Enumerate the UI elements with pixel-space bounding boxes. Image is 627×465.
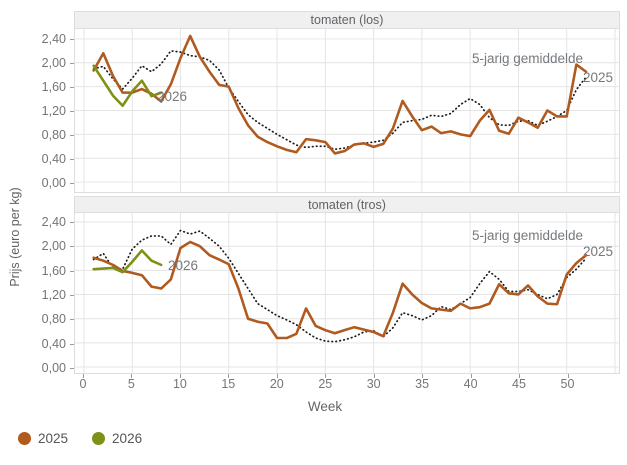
x-tick-label: 45 (512, 377, 526, 391)
y-tick-label: 1,20 (41, 104, 66, 118)
x-tick-mark (276, 374, 278, 378)
x-tick-label: 50 (560, 377, 575, 391)
y-tick-mark (70, 87, 74, 88)
y-tick-mark (70, 368, 74, 369)
y-axis-title: Prijs (euro per kg) (8, 187, 22, 287)
x-axis-title: Week (307, 399, 343, 414)
x-tick-label: 25 (318, 377, 333, 391)
y-tick-mark (70, 159, 74, 160)
annotation-2025: 2025 (583, 244, 614, 259)
x-tick-mark (83, 374, 84, 378)
series-line-2026 (92, 64, 163, 108)
panel-strip-tomaten-los: tomaten (los) (74, 11, 620, 29)
y-tick-mark (70, 222, 74, 224)
x-tick-label: 20 (269, 377, 284, 391)
y-tick-mark (70, 39, 74, 40)
y-tick-mark (70, 246, 74, 248)
x-tick-label: 40 (463, 377, 478, 391)
y-tick-label: 0,40 (41, 152, 66, 166)
y-tick-label: 2,00 (41, 56, 66, 70)
x-tick-label: 35 (415, 377, 430, 391)
annotation-2026: 2026 (157, 89, 188, 104)
y-tick-label: 1,60 (41, 263, 66, 278)
annotation-2025: 2025 (583, 70, 614, 85)
x-tick-mark (470, 374, 472, 378)
x-tick-mark (422, 374, 424, 378)
y-tick-label: 2,40 (41, 215, 66, 230)
y-tick-label: 0,80 (41, 312, 66, 327)
y-tick-label: 0,00 (41, 361, 66, 375)
y-tick-mark (70, 295, 74, 297)
x-tick-label: 10 (172, 377, 187, 391)
series-line-5-jarig-gemiddelde (92, 229, 587, 343)
x-tick-label: 0 (79, 377, 87, 391)
y-tick-mark (70, 270, 74, 272)
legend-swatch-2026 (92, 432, 106, 445)
x-tick-label: 5 (127, 377, 135, 391)
legend-item-2026: 2026 (92, 431, 142, 446)
panel-strip-tomaten-tros: tomaten (tros) (74, 196, 620, 213)
legend-label-2025: 2025 (38, 431, 69, 446)
y-tick-label: 0,40 (41, 336, 66, 351)
panel-title-tomaten-los: tomaten (los) (310, 13, 384, 27)
y-tick-label: 1,60 (41, 80, 66, 94)
y-tick-mark (70, 63, 74, 64)
x-tick-mark (373, 374, 375, 378)
series-line-2026 (92, 249, 163, 274)
series-line-5-jarig-gemiddelde (92, 50, 587, 151)
series-line-2025 (92, 34, 588, 155)
x-tick-mark (179, 374, 181, 378)
y-tick-mark (70, 135, 74, 136)
y-tick-label: 1,20 (41, 288, 66, 303)
x-tick-mark (325, 374, 327, 378)
annotation-5-jarig-gemiddelde: 5-jarig gemiddelde (472, 228, 584, 243)
annotation-2026: 2026 (168, 258, 199, 273)
x-tick-mark (131, 374, 133, 378)
x-tick-label: 30 (366, 377, 381, 391)
x-tick-mark (228, 374, 230, 378)
y-tick-label: 0,80 (41, 128, 66, 142)
y-tick-label: 2,00 (41, 239, 66, 254)
legend-label-2026: 2026 (112, 431, 143, 446)
y-tick-mark (70, 319, 74, 321)
y-tick-mark (70, 343, 74, 345)
legend: 2025 2026 (18, 431, 142, 446)
series-line-2025 (92, 240, 588, 340)
y-tick-mark (70, 183, 74, 184)
panel-title-tomaten-tros: tomaten (tros) (308, 197, 386, 212)
panel-plot-tomaten-tros (74, 213, 620, 374)
panel-plot-tomaten-los (74, 29, 620, 193)
legend-swatch-2025 (18, 432, 31, 445)
y-tick-label: 2,40 (41, 32, 66, 46)
x-tick-label: 15 (221, 377, 236, 391)
annotation-5-jarig-gemiddelde: 5-jarig gemiddelde (472, 51, 584, 66)
legend-item-2025: 2025 (18, 431, 68, 446)
y-tick-mark (70, 111, 74, 112)
y-tick-label: 0,00 (41, 176, 66, 190)
x-tick-mark (567, 374, 569, 378)
x-tick-mark (519, 374, 520, 378)
